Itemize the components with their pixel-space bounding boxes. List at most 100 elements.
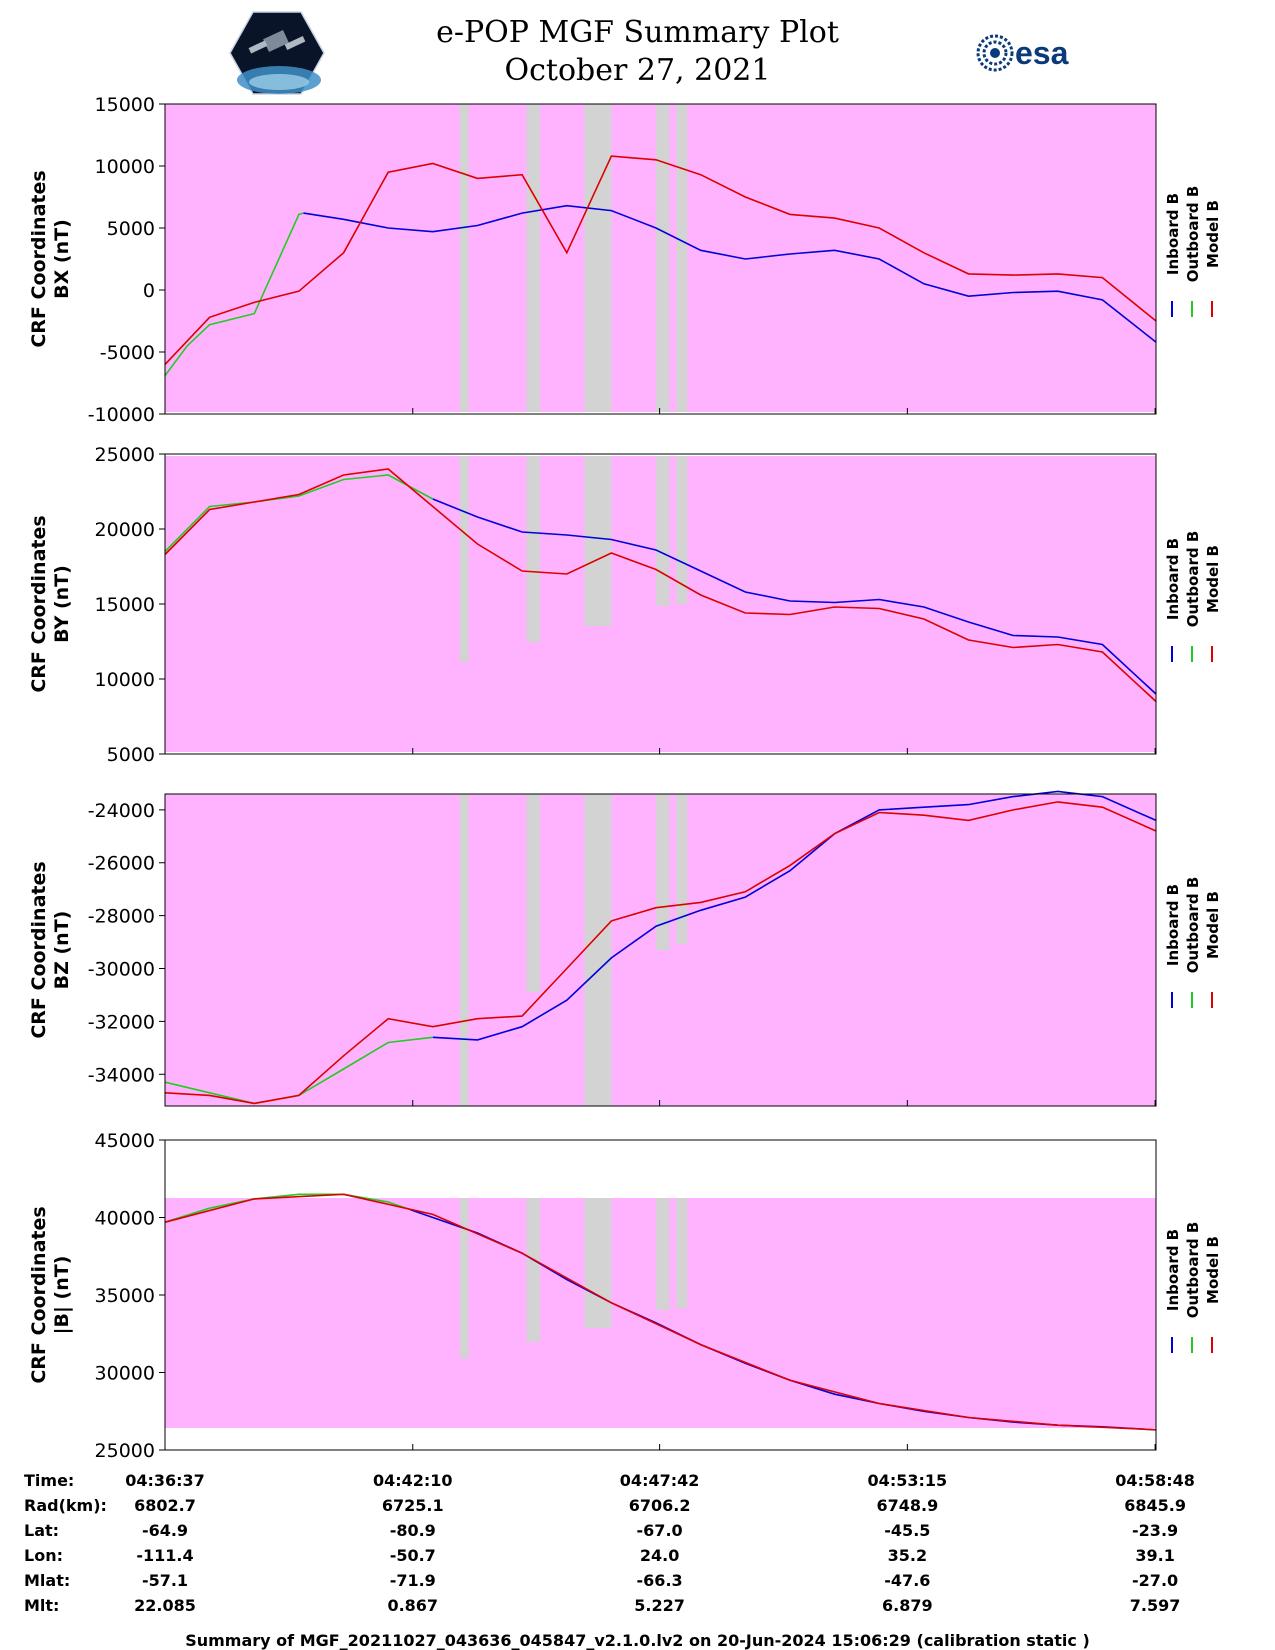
- legend-label: Outboard B: [1184, 1222, 1202, 1319]
- legend-label: Outboard B: [1184, 531, 1202, 628]
- ephemeris-value: -80.9: [390, 1521, 436, 1540]
- y-tick-label: -26000: [88, 853, 155, 875]
- ephemeris-value: -67.0: [637, 1521, 683, 1540]
- y-axis-label: BY (nT): [51, 565, 73, 643]
- ephemeris-row-label: Mlat:: [24, 1571, 70, 1590]
- data-gap: [584, 1198, 612, 1328]
- panel-frame: [164, 103, 1157, 415]
- ephemeris-value: -66.3: [637, 1571, 683, 1590]
- legend-label: Inboard B: [1164, 538, 1182, 620]
- legend-label: Model B: [1204, 200, 1222, 268]
- y-tick-label: 15000: [95, 594, 155, 616]
- y-axis-label: CRF Coordinates: [28, 515, 50, 692]
- ephemeris-value: 04:53:15: [868, 1471, 948, 1490]
- title-line: e-POP MGF Summary Plot: [436, 15, 839, 50]
- y-tick-label: -32000: [88, 1011, 155, 1033]
- plot-title: e-POP MGF Summary Plot October 27, 2021: [0, 14, 1275, 90]
- legend-label: Model B: [1204, 545, 1222, 613]
- ephemeris-row-label: Lon:: [24, 1546, 63, 1565]
- legend-label: Outboard B: [1184, 877, 1202, 974]
- data-gap: [656, 456, 670, 606]
- y-tick-label: -10000: [88, 404, 155, 426]
- series-line-model-b: [164, 801, 1157, 1105]
- date-line: October 27, 2021: [504, 53, 771, 88]
- data-gap: [584, 104, 612, 412]
- y-axis-label: BZ (nT): [51, 911, 73, 990]
- ephemeris-row-label: Time:: [24, 1471, 74, 1490]
- ephemeris-value: -111.4: [136, 1546, 193, 1565]
- series-line-outboard-b: [164, 1193, 411, 1223]
- y-tick-label: 20000: [95, 519, 155, 541]
- series-line-inboard-b: [432, 790, 1157, 1041]
- data-gap: [656, 104, 670, 412]
- y-tick-label: 10000: [95, 156, 155, 178]
- ephemeris-row-label: Rad(km):: [24, 1496, 107, 1515]
- y-tick-label: -30000: [88, 959, 155, 981]
- legend-label: Model B: [1204, 891, 1222, 959]
- y-tick-label: 0: [143, 280, 155, 302]
- y-tick-label: -24000: [88, 800, 155, 822]
- y-axis-label: CRF Coordinates: [28, 170, 50, 347]
- y-tick-label: -28000: [88, 906, 155, 928]
- legend-label: Outboard B: [1184, 186, 1202, 283]
- esa-logo-icon: esa: [976, 34, 1069, 72]
- ephemeris-value: -50.7: [390, 1546, 436, 1565]
- data-gap: [526, 1198, 540, 1342]
- ephemeris-value: -64.9: [142, 1521, 188, 1540]
- y-tick-label: 25000: [95, 1440, 155, 1462]
- data-gap: [584, 456, 612, 626]
- y-tick-label: 10000: [95, 669, 155, 691]
- ephemeris-value: 35.2: [888, 1546, 927, 1565]
- data-gap: [459, 1198, 469, 1358]
- data-gap: [676, 104, 688, 412]
- y-axis-label: BX (nT): [51, 219, 73, 299]
- series-line-inboard-b: [432, 498, 1157, 695]
- ephemeris-value: 39.1: [1135, 1546, 1174, 1565]
- y-tick-label: 30000: [95, 1363, 155, 1385]
- data-gap: [459, 794, 469, 1106]
- data-gap: [676, 794, 688, 944]
- ephemeris-value: 0.867: [387, 1596, 438, 1615]
- ephemeris-value: -71.9: [390, 1571, 436, 1590]
- ephemeris-value: -57.1: [142, 1571, 188, 1590]
- series-line-model-b: [164, 468, 1157, 703]
- ephemeris-value: 6845.9: [1124, 1496, 1186, 1515]
- footer-summary: Summary of MGF_20211027_043636_045847_v2…: [185, 1631, 1090, 1650]
- y-tick-label: 25000: [95, 444, 155, 466]
- ephemeris-row-label: Lat:: [24, 1521, 59, 1540]
- series-line-model-b: [164, 1193, 1157, 1431]
- y-tick-label: -5000: [100, 342, 155, 364]
- data-gap: [656, 1198, 670, 1310]
- data-gap: [676, 456, 688, 604]
- ephemeris-value: 04:47:42: [620, 1471, 700, 1490]
- ephemeris-value: 04:36:37: [125, 1471, 205, 1490]
- legend-label: Inboard B: [1164, 1229, 1182, 1311]
- y-tick-label: 40000: [95, 1208, 155, 1230]
- ephemeris-value: -23.9: [1132, 1521, 1178, 1540]
- ephemeris-value: -27.0: [1132, 1571, 1178, 1590]
- y-tick-label: 5000: [107, 744, 155, 766]
- data-gap: [526, 104, 540, 412]
- y-tick-label: 35000: [95, 1285, 155, 1307]
- ephemeris-value: 22.085: [134, 1596, 196, 1615]
- data-gap: [459, 104, 469, 412]
- data-gap: [676, 1198, 688, 1308]
- ephemeris-value: 6.879: [882, 1596, 933, 1615]
- panel-frame: [164, 793, 1157, 1107]
- ephemeris-value: -47.6: [884, 1571, 930, 1590]
- cassiope-satellite-logo-icon: [229, 11, 325, 95]
- y-axis-label: |B| (nT): [51, 1256, 73, 1335]
- data-gap: [526, 794, 540, 992]
- ephemeris-value: 5.227: [634, 1596, 685, 1615]
- series-line-outboard-b: [164, 212, 304, 377]
- ephemeris-value: 04:58:48: [1115, 1471, 1195, 1490]
- data-gap: [459, 456, 469, 662]
- ephemeris-value: 6706.2: [629, 1496, 691, 1515]
- data-gap: [584, 794, 612, 1106]
- ephemeris-value: 6748.9: [876, 1496, 938, 1515]
- ephemeris-value: 24.0: [640, 1546, 679, 1565]
- ephemeris-value: 6725.1: [382, 1496, 444, 1515]
- series-line-inboard-b: [303, 204, 1157, 343]
- ephemeris-value: 04:42:10: [373, 1471, 453, 1490]
